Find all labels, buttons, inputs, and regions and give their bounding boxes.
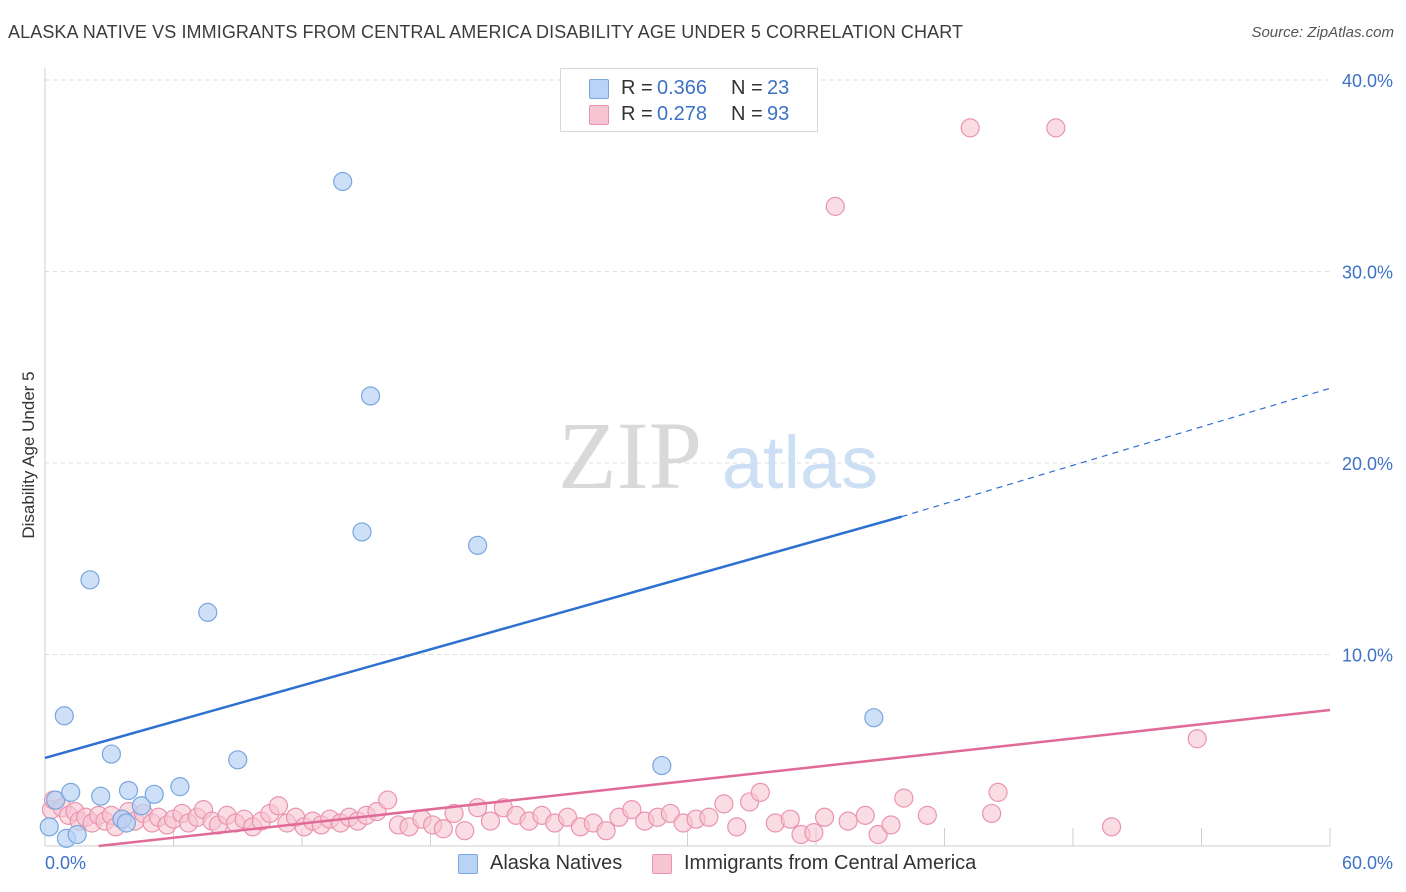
watermark-atlas: atlas [722, 421, 878, 504]
data-point-alaska [91, 786, 111, 806]
data-point-immigrants [960, 118, 980, 138]
data-point-alaska [333, 171, 353, 192]
data-point-alaska [54, 706, 74, 726]
legend-row-immigrants: R = 0.278 N = 93 [561, 101, 817, 127]
series-alaska-points [39, 171, 884, 848]
data-point-immigrants [378, 790, 398, 810]
data-point-immigrants [917, 805, 937, 825]
legend-swatch-pink [589, 105, 609, 125]
trend-lines [44, 387, 1331, 848]
data-point-immigrants [804, 822, 824, 843]
legend-r-value: 0.366 [657, 77, 708, 99]
data-point-alaska [864, 708, 884, 728]
data-point-immigrants [868, 824, 888, 845]
data-point-immigrants [622, 800, 642, 820]
data-point-immigrants [557, 807, 578, 827]
y-tick-label: 10.0% [1342, 646, 1393, 666]
data-point-alaska [61, 782, 81, 802]
data-point-immigrants [268, 796, 289, 816]
legend-label-immigrants: Immigrants from Central America [684, 852, 977, 874]
legend-r-label: R = [621, 77, 653, 99]
data-point-alaska [80, 570, 100, 590]
grid-lines [45, 79, 1330, 655]
data-point-immigrants [699, 807, 719, 827]
data-point-alaska [652, 755, 672, 776]
legend-n-label: N = [731, 77, 763, 99]
y-tick-label: 30.0% [1342, 263, 1393, 283]
data-point-immigrants [714, 794, 734, 814]
data-point-immigrants [480, 811, 501, 831]
data-point-alaska [46, 790, 66, 810]
data-point-alaska [198, 602, 218, 622]
data-point-immigrants [596, 821, 616, 841]
legend-swatch-blue [458, 854, 478, 874]
data-point-alaska [118, 780, 139, 801]
y-tick-label: 40.0% [1342, 71, 1393, 91]
legend-swatch-pink [652, 854, 672, 874]
data-point-immigrants [433, 819, 453, 839]
legend-n-value: 93 [767, 103, 790, 125]
data-point-immigrants [1046, 118, 1066, 138]
legend-row-alaska: R = 0.366 N = 23 [561, 75, 817, 101]
data-point-immigrants [1187, 729, 1207, 749]
watermark-zip: ZIP [558, 402, 702, 509]
data-point-alaska [352, 522, 372, 542]
trend-line-alaska-extrapolated [901, 387, 1331, 518]
x-tick-label: 0.0% [45, 853, 86, 873]
data-point-immigrants [780, 809, 800, 829]
data-point-immigrants [881, 815, 901, 835]
legend-r-label: R = [621, 103, 653, 125]
data-point-immigrants [1101, 817, 1122, 837]
source-credit: Source: ZipAtlas.com [1251, 24, 1394, 41]
data-point-alaska [228, 750, 248, 770]
data-point-immigrants [660, 803, 680, 824]
data-point-immigrants [982, 803, 1002, 824]
legend-n-label: N = [731, 103, 763, 125]
data-point-immigrants [855, 805, 875, 825]
data-point-alaska [131, 796, 151, 816]
data-point-immigrants [814, 807, 835, 827]
data-point-alaska [468, 535, 488, 555]
data-point-alaska [170, 777, 190, 797]
data-point-alaska [67, 824, 87, 845]
data-point-alaska [144, 784, 164, 804]
data-point-alaska [39, 817, 59, 837]
data-point-alaska [116, 813, 136, 833]
tick-labels: 10.0% 20.0% 30.0% 40.0% 0.0% 60.0% [45, 71, 1393, 873]
data-point-immigrants [727, 817, 747, 837]
data-point-immigrants [455, 821, 475, 841]
data-point-immigrants [825, 196, 845, 216]
correlation-legend: R = 0.366 N = 23 R = 0.278 N = 93 [560, 68, 818, 132]
x-tick-label: 60.0% [1342, 853, 1393, 873]
data-point-immigrants [468, 798, 488, 818]
legend-label-alaska: Alaska Natives [490, 852, 623, 874]
trend-line-alaska [44, 515, 903, 760]
data-point-immigrants [444, 803, 464, 824]
y-tick-label: 20.0% [1342, 454, 1393, 474]
trend-line-immigrants [98, 708, 1331, 848]
data-point-alaska [360, 386, 381, 406]
data-point-immigrants [988, 782, 1008, 802]
legend-r-value: 0.278 [657, 103, 708, 125]
data-point-alaska [101, 744, 121, 764]
data-point-immigrants [894, 788, 914, 808]
chart-title: ALASKA NATIVE VS IMMIGRANTS FROM CENTRAL… [8, 22, 964, 42]
legend-swatch-blue [589, 79, 609, 99]
y-axis-label: Disability Age Under 5 [19, 371, 38, 538]
data-point-immigrants [838, 811, 858, 831]
data-point-immigrants [750, 782, 770, 802]
legend-n-value: 23 [767, 77, 790, 99]
